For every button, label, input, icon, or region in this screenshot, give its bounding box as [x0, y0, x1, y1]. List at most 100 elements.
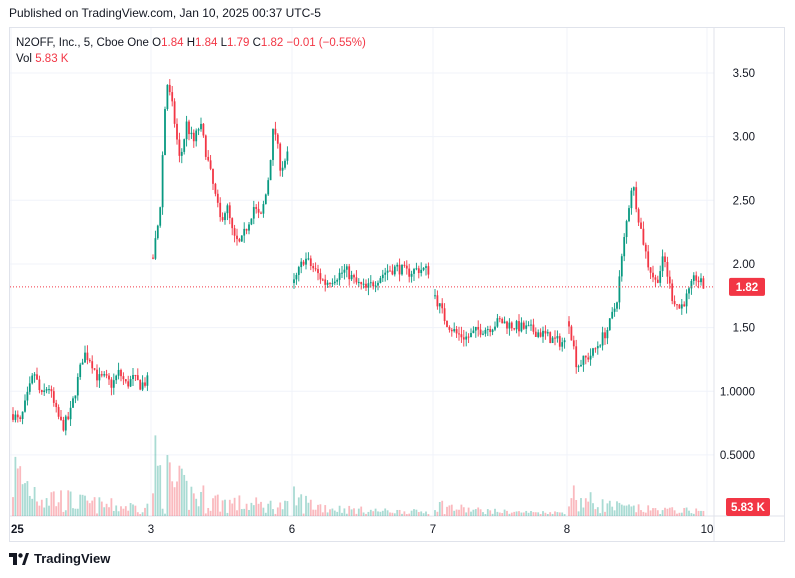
- tradingview-footer[interactable]: TradingView: [9, 551, 110, 566]
- volume-bar: [389, 512, 391, 516]
- x-tick-label: 3: [148, 524, 154, 536]
- price-badge-label: 1.82: [736, 282, 758, 294]
- candle-body: [93, 368, 96, 370]
- volume-bar: [642, 511, 645, 516]
- candle-body: [55, 402, 58, 408]
- volume-bar: [544, 512, 547, 516]
- candle-body: [474, 326, 477, 331]
- volume-bar: [295, 505, 298, 516]
- candle-body: [110, 379, 113, 388]
- candle-body: [207, 156, 210, 161]
- candle-body: [584, 355, 587, 358]
- volume-bar: [494, 508, 496, 516]
- candle-body: [317, 269, 319, 274]
- candle-body: [307, 258, 310, 260]
- candle-body: [374, 285, 377, 287]
- volume-bar: [441, 500, 444, 516]
- volume-bar: [374, 508, 377, 516]
- volume-bar: [202, 485, 205, 516]
- volume-bar: [656, 510, 659, 516]
- volume-bar: [16, 468, 19, 516]
- volume-bar: [420, 511, 423, 516]
- volume-bar: [336, 511, 339, 516]
- candles: [12, 79, 705, 436]
- candle-body: [515, 321, 518, 330]
- volume-bar: [465, 512, 468, 516]
- candle-body: [415, 268, 418, 270]
- volume-bar: [144, 507, 146, 516]
- volume-bar: [302, 513, 305, 516]
- candle-body: [124, 379, 127, 382]
- volume-bar: [139, 513, 142, 516]
- volume-bar: [122, 508, 125, 516]
- volume-bar: [640, 510, 642, 516]
- candle-body: [644, 244, 647, 252]
- volume-bar: [690, 513, 693, 516]
- candle-body: [141, 382, 144, 390]
- candle-body: [321, 279, 324, 281]
- volume-bar: [584, 498, 587, 516]
- volume-bar: [343, 508, 346, 516]
- volume-bar: [62, 511, 65, 516]
- candle-body: [673, 301, 676, 305]
- candle-body: [530, 324, 532, 326]
- volume-bar: [369, 509, 372, 516]
- volume-bar: [450, 504, 453, 516]
- chart-legend: N2OFF, Inc., 5, Cboe One O1.84 H1.84 L1.…: [16, 35, 366, 67]
- volume-bar: [568, 506, 570, 516]
- volume-bar: [401, 513, 403, 516]
- volume-bar: [36, 501, 38, 516]
- volume-bar: [93, 497, 96, 516]
- candle-body: [434, 295, 436, 297]
- volume-bar: [117, 511, 120, 516]
- volume-bar: [178, 465, 181, 516]
- candle-body: [173, 101, 176, 124]
- candle-body: [50, 389, 53, 392]
- volume-bar: [43, 507, 46, 516]
- candle-body: [105, 374, 108, 376]
- volume-bar: [333, 510, 336, 516]
- volume-bar: [589, 492, 592, 516]
- volume-bar: [262, 507, 265, 516]
- candle-body: [642, 228, 645, 245]
- volume-bar: [14, 456, 17, 516]
- volume-bar: [64, 510, 67, 516]
- volume-bar: [48, 505, 50, 516]
- candle-body: [72, 398, 74, 408]
- symbol-name[interactable]: N2OFF, Inc., 5, Cboe One: [16, 37, 149, 49]
- volume-bar: [233, 497, 236, 516]
- volume-bar: [110, 498, 113, 516]
- candle-body: [74, 395, 77, 399]
- volume-bar: [513, 511, 516, 516]
- volume-bar: [381, 510, 384, 516]
- candle-body: [482, 333, 484, 335]
- candle-body: [305, 258, 307, 265]
- volume-bar: [134, 505, 137, 516]
- candle-body: [48, 389, 50, 391]
- volume-bar: [161, 508, 164, 516]
- candle-body: [659, 271, 662, 283]
- volume-bar: [129, 503, 132, 516]
- volume-bar: [26, 481, 29, 516]
- candle-body: [446, 320, 448, 327]
- volume-bar: [479, 509, 482, 516]
- volume-bar: [391, 512, 394, 516]
- volume-bar: [228, 499, 231, 516]
- candle-body: [561, 342, 564, 347]
- candle-body: [272, 128, 274, 161]
- candle-body: [403, 264, 406, 266]
- volume-bar: [197, 506, 200, 516]
- volume-bar: [357, 508, 360, 516]
- volume-bar: [398, 509, 401, 516]
- volume-bar: [305, 495, 307, 516]
- volume-bar: [448, 505, 451, 516]
- candle-body: [678, 304, 681, 309]
- volume-bar: [522, 512, 525, 516]
- volume-bar: [472, 509, 475, 516]
- volume-bar: [231, 503, 234, 516]
- candle-body: [637, 209, 640, 223]
- x-tick-label: 7: [430, 524, 436, 536]
- volume-bar: [257, 503, 260, 516]
- candle-body: [360, 282, 363, 285]
